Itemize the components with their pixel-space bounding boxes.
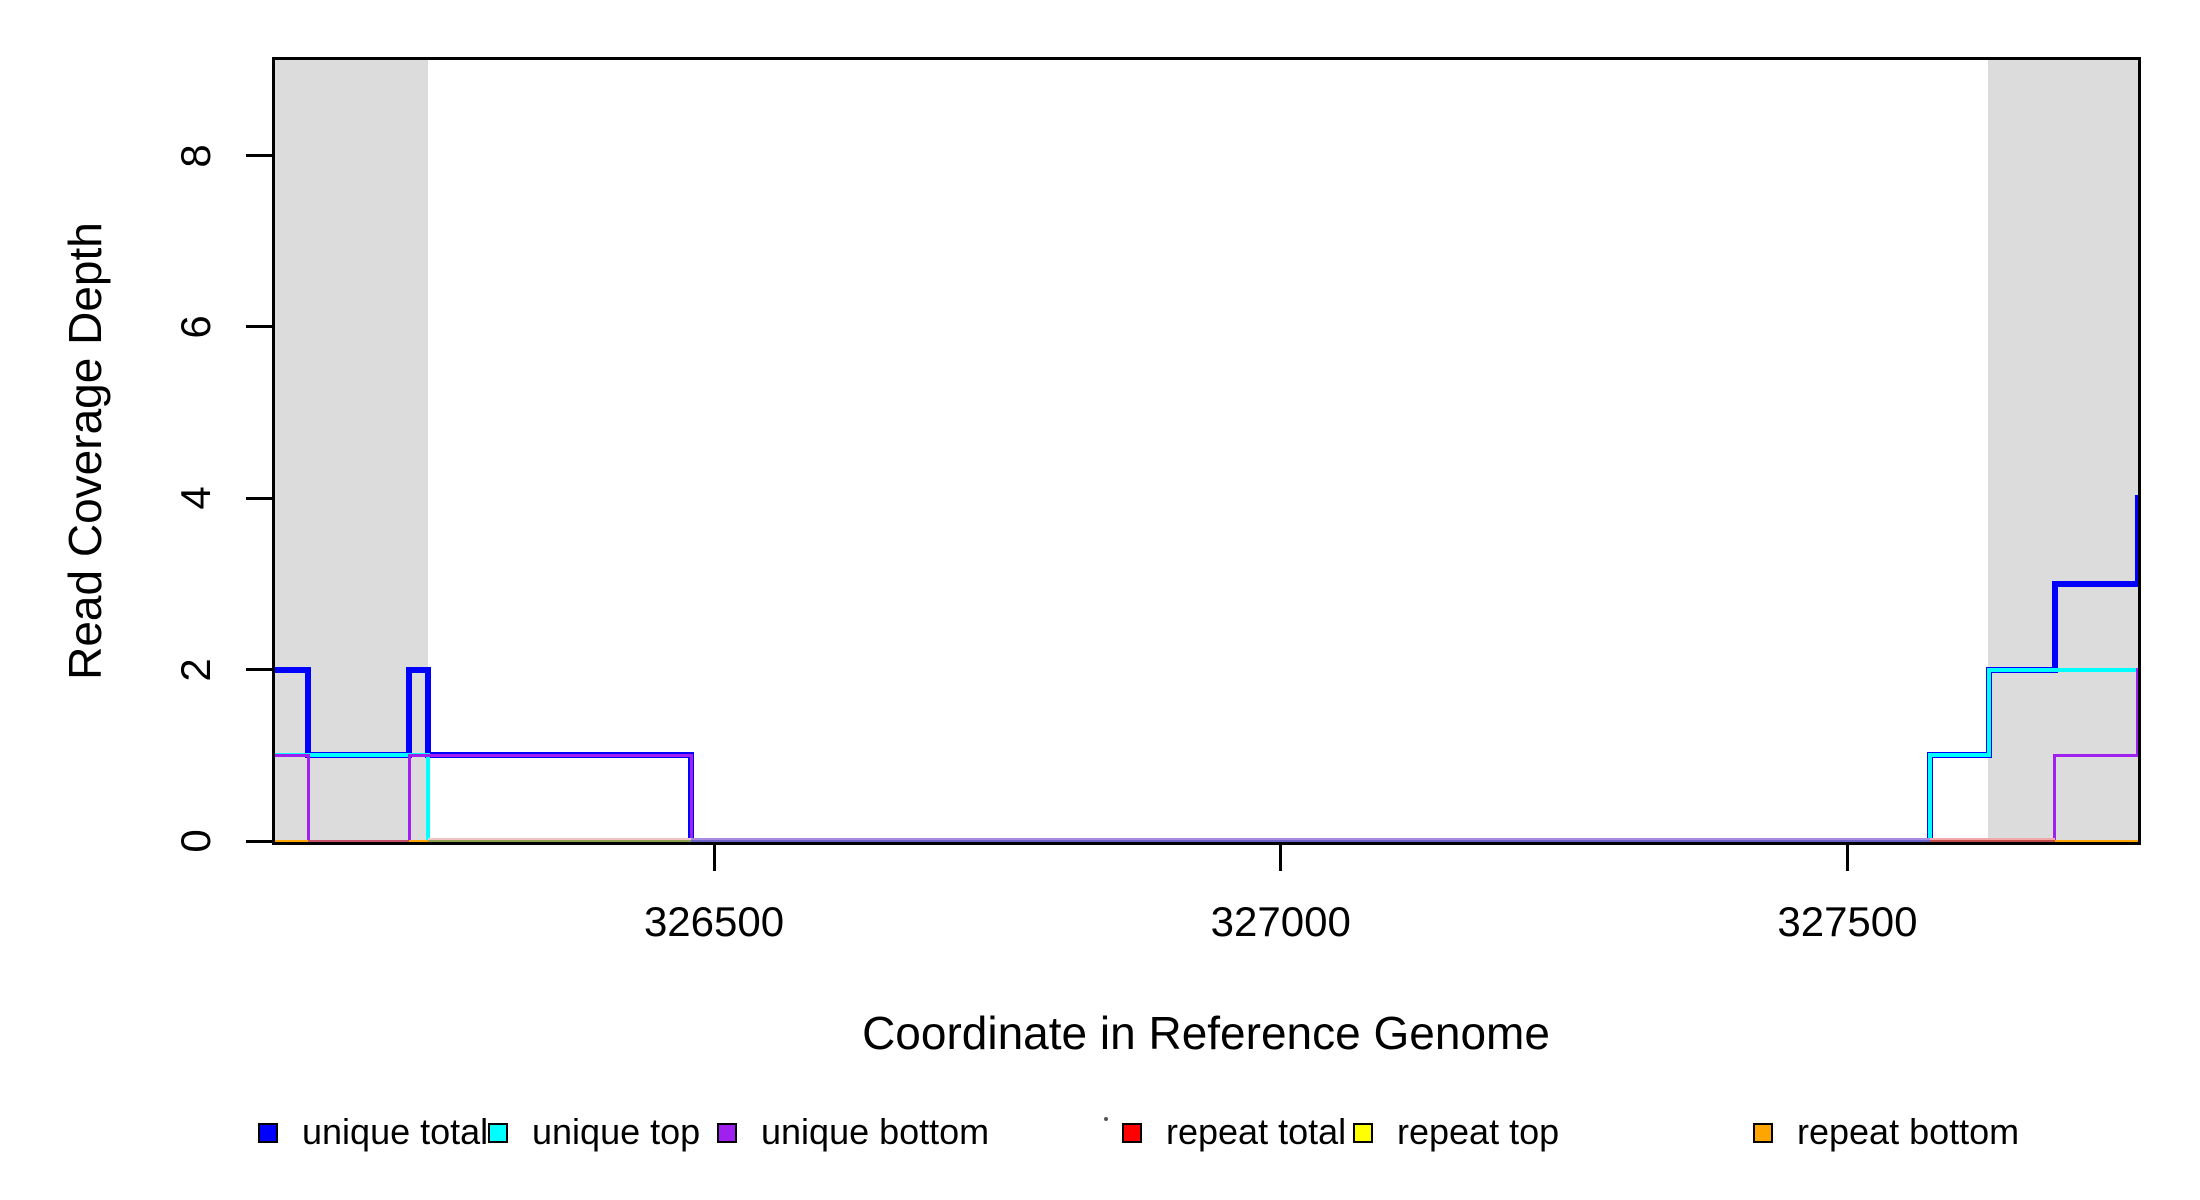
zero-line-segment: [428, 839, 692, 843]
series-step-unique-total: [2051, 580, 2058, 673]
series-step-unique-bottom: [306, 753, 310, 843]
series-line-unique-top: [1930, 753, 1990, 758]
zero-line-segment: [272, 839, 309, 843]
zero-line-segment: [409, 839, 429, 843]
x-axis-tick: [712, 845, 716, 871]
plot-border: [272, 57, 2141, 845]
legend-label-unique-top: unique top: [532, 1111, 701, 1152]
plot-area: [272, 57, 2141, 845]
stray-dot: [1104, 1117, 1108, 1121]
y-axis-tick-label: 4: [172, 486, 219, 510]
y-axis-title: Read Coverage Depth: [59, 222, 111, 680]
series-step-unique-bottom: [2053, 753, 2057, 843]
zero-line-fringe: [428, 837, 692, 840]
zero-line-fringe: [691, 837, 1931, 840]
x-axis-tick-label: 326500: [643, 898, 785, 945]
y-axis-tick: [246, 668, 272, 672]
legend-label-unique-total: unique total: [302, 1111, 489, 1152]
legend-label-repeat-bottom: repeat bottom: [1797, 1111, 2020, 1152]
series-step-unique-bottom: [2136, 668, 2140, 757]
series-step-unique-total: [406, 666, 413, 759]
y-axis-tick-label: 2: [172, 657, 219, 682]
series-step-unique-total: [2134, 495, 2141, 587]
x-axis-tick-label: 327500: [1777, 898, 1918, 945]
y-axis-tick: [246, 154, 272, 158]
legend-label-unique-bottom: unique bottom: [761, 1111, 990, 1152]
shaded-region-right: [1987, 57, 2141, 845]
y-axis-tick: [246, 839, 272, 843]
legend-swatch-repeat-top: [1353, 1123, 1373, 1143]
y-axis-tick: [246, 325, 272, 329]
series-step-unique-top: [1928, 753, 1933, 843]
legend-swatch-repeat-total: [1122, 1123, 1142, 1143]
zero-line-fringe: [1930, 837, 2055, 840]
series-step-unique-bottom: [689, 753, 693, 843]
series-line-unique-bottom: [2137, 668, 2141, 672]
x-axis-tick: [1279, 845, 1283, 871]
series-line-unique-bottom: [409, 753, 692, 757]
series-step-unique-top: [1987, 667, 1992, 758]
zero-line-segment: [308, 839, 410, 843]
shaded-region-left: [272, 57, 429, 845]
series-step-unique-bottom: [407, 753, 411, 843]
series-step-unique-total: [425, 666, 432, 759]
legend-label-repeat-total: repeat total: [1166, 1111, 1347, 1152]
series-line-unique-total: [2137, 495, 2141, 502]
x-axis-tick: [1845, 845, 1849, 871]
y-axis-tick-label: 6: [172, 315, 219, 339]
series-line-unique-top: [1989, 667, 2141, 672]
series-line-unique-total: [272, 666, 309, 673]
series-line-unique-top: [272, 753, 429, 758]
y-axis-tick-label: 8: [172, 143, 219, 168]
series-step-unique-total: [305, 666, 312, 759]
series-step-unique-top: [426, 753, 431, 843]
legend-swatch-unique-bottom: [717, 1123, 737, 1143]
series-line-unique-total: [2054, 580, 2138, 587]
y-axis-tick: [246, 496, 272, 500]
legend-swatch-unique-top: [488, 1123, 508, 1143]
zero-line-segment: [1930, 839, 2055, 843]
legend-label-repeat-top: repeat top: [1397, 1111, 1560, 1152]
series-line-unique-bottom: [2054, 753, 2138, 757]
x-axis-tick-label: 327000: [1210, 898, 1351, 945]
x-axis-title: Coordinate in Reference Genome: [862, 1007, 1550, 1059]
series-line-unique-total: [409, 666, 429, 673]
zero-line-segment: [691, 839, 1931, 843]
y-axis-tick-label: 0: [172, 829, 219, 853]
series-line-unique-bottom: [272, 753, 309, 757]
legend-swatch-repeat-bottom: [1753, 1123, 1773, 1143]
zero-line-segment: [2054, 839, 2141, 843]
legend-swatch-unique-total: [258, 1123, 278, 1143]
